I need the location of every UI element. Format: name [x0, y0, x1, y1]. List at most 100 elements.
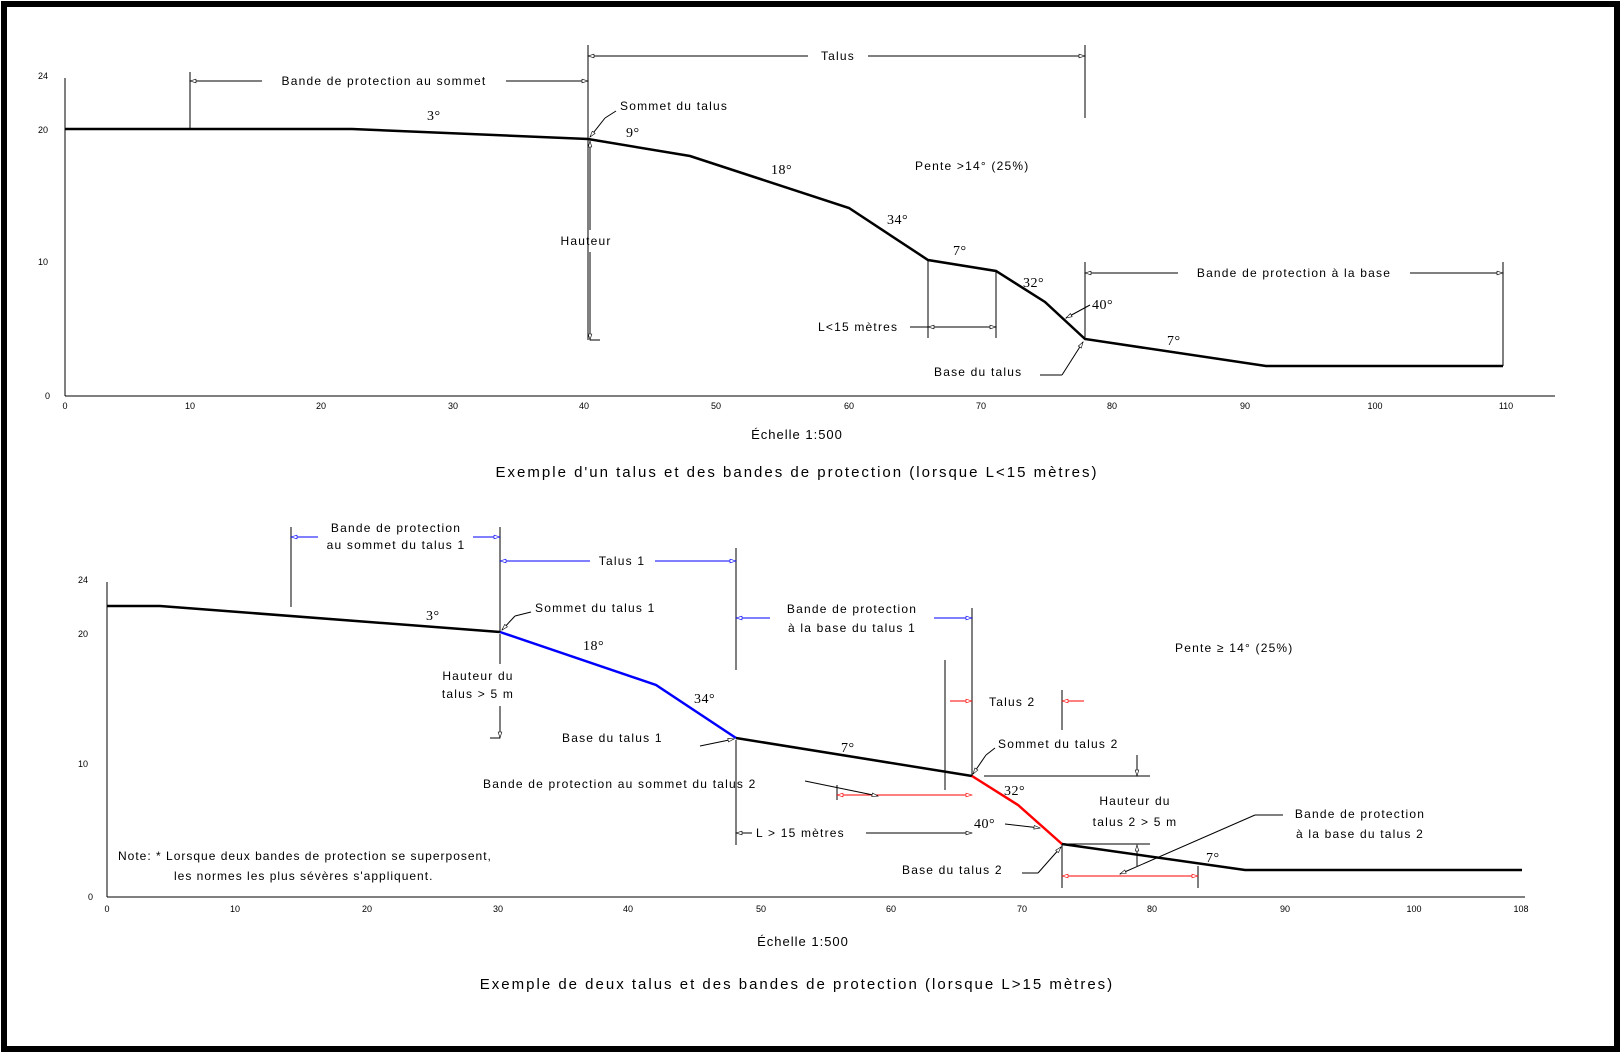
pente-label: Pente ≥ 14° (25%) — [1175, 641, 1294, 655]
sommet2-leader — [985, 747, 996, 756]
y-tick-labels: 0 10 20 24 — [38, 71, 50, 401]
sommet1-label: Sommet du talus 1 — [535, 601, 655, 615]
y-tick: 0 — [45, 391, 50, 401]
x-tick: 60 — [844, 401, 854, 411]
terrain-upper — [107, 604, 501, 634]
angle-label: 40° — [1092, 298, 1113, 313]
pente-label: Pente >14° (25%) — [915, 159, 1029, 173]
angle-40-arrow — [1066, 304, 1091, 318]
y-tick-labels: 0 10 20 24 — [78, 575, 93, 902]
x-tick: 80 — [1147, 904, 1157, 914]
hauteur-label: Hauteur — [560, 234, 611, 248]
x-tick: 100 — [1367, 401, 1382, 411]
x-tick: 70 — [1017, 904, 1027, 914]
talus-label: Talus — [821, 49, 855, 63]
caption: Exemple d'un talus et des bandes de prot… — [496, 464, 1099, 481]
diagram-1: 0 10 20 24 0 10 20 30 40 50 60 70 80 90 … — [38, 45, 1555, 481]
hauteur1-label: talus > 5 m — [442, 687, 514, 701]
x-tick: 100 — [1406, 904, 1421, 914]
angle-label: 7° — [953, 244, 967, 259]
x-tick: 40 — [623, 904, 633, 914]
caption: Exemple de deux talus et des bandes de p… — [480, 976, 1114, 993]
x-tick: 90 — [1280, 904, 1290, 914]
scale-label: Échelle 1:500 — [757, 934, 849, 949]
y-tick: 24 — [38, 71, 48, 81]
talus2-label: Talus 2 — [989, 695, 1035, 709]
angle-label: 32° — [1023, 276, 1044, 291]
x-tick: 20 — [362, 904, 372, 914]
terrain-lower — [1061, 842, 1522, 872]
diagram-2: 0 10 20 24 0 10 20 30 40 50 60 70 80 90 … — [78, 521, 1529, 993]
bande-sommet1-label: au sommet du talus 1 — [327, 538, 466, 552]
l15-label: L<15 mètres — [818, 320, 898, 334]
x-tick: 80 — [1107, 401, 1117, 411]
hauteur1-label: Hauteur du — [442, 669, 513, 683]
x-tick: 110 — [1499, 401, 1513, 411]
x-tick: 30 — [493, 904, 503, 914]
hauteur2-label: talus 2 > 5 m — [1093, 815, 1178, 829]
l15-label: L > 15 mètres — [756, 826, 845, 840]
note-line-2: les normes les plus sévères s'appliquent… — [174, 869, 433, 883]
sommet-leader-arrow — [590, 117, 606, 137]
terrain-middle — [735, 736, 973, 778]
x-tick: 0 — [62, 401, 67, 411]
angle-40-arrow — [1004, 823, 1040, 828]
sommet1-leader-arrow — [502, 615, 516, 630]
angle-label: 40° — [974, 817, 995, 832]
hauteur2-label: Hauteur du — [1099, 794, 1170, 808]
y-tick: 10 — [38, 257, 48, 267]
angle-label: 3° — [426, 609, 440, 624]
base1-label: Base du talus 1 — [562, 731, 663, 745]
angle-label: 7° — [1167, 334, 1181, 349]
x-tick: 10 — [230, 904, 240, 914]
base2-leader-arrow — [1037, 847, 1061, 874]
bande-base2-leader — [1120, 814, 1256, 875]
sommet-leader — [604, 110, 617, 119]
bande-base2-label: à la base du talus 2 — [1296, 827, 1424, 841]
sommet2-label: Sommet du talus 2 — [998, 737, 1118, 751]
angle-label: 3° — [427, 109, 441, 124]
y-tick: 20 — [38, 125, 48, 135]
angle-label: 7° — [841, 741, 855, 756]
bande-base1-label: Bande de protection — [787, 602, 917, 616]
terrain-talus-1 — [499, 630, 737, 740]
x-tick: 60 — [886, 904, 896, 914]
x-tick: 10 — [185, 401, 195, 411]
x-tick: 50 — [711, 401, 721, 411]
bande-base2-label: Bande de protection — [1295, 807, 1425, 821]
angle-label: 18° — [583, 639, 604, 654]
base2-label: Base du talus 2 — [902, 863, 1003, 877]
x-tick: 70 — [976, 401, 986, 411]
angle-label: 34° — [887, 213, 908, 228]
y-tick: 20 — [78, 629, 88, 639]
x-tick: 50 — [756, 904, 766, 914]
bande-sommet2-label: Bande de protection au sommet du talus 2 — [483, 777, 756, 791]
angle-label: 9° — [626, 126, 640, 141]
y-tick: 24 — [78, 575, 88, 585]
bande-sommet-label: Bande de protection au sommet — [282, 74, 487, 88]
x-tick: 108 — [1513, 904, 1528, 914]
x-tick-labels: 0 10 20 30 40 50 60 70 80 90 100 108 — [104, 904, 1528, 914]
x-tick: 20 — [316, 401, 326, 411]
angle-label: 34° — [694, 692, 715, 707]
base-leader-arrow — [1061, 342, 1083, 376]
talus1-label: Talus 1 — [599, 554, 645, 568]
bande-sommet2-leader — [804, 780, 878, 796]
bande-base1-label: à la base du talus 1 — [788, 621, 916, 635]
x-tick: 30 — [448, 401, 458, 411]
angle-label: 7° — [1206, 851, 1220, 866]
base-label: Base du talus — [934, 365, 1022, 379]
x-tick-labels: 0 10 20 30 40 50 60 70 80 90 100 110 — [62, 401, 1513, 411]
x-tick: 40 — [579, 401, 589, 411]
angle-label: 32° — [1004, 784, 1025, 799]
x-tick: 90 — [1240, 401, 1250, 411]
sommet-label: Sommet du talus — [620, 99, 728, 113]
y-tick: 10 — [78, 759, 88, 769]
terrain-talus-2 — [971, 774, 1063, 845]
scale-label: Échelle 1:500 — [751, 427, 843, 442]
sommet1-leader — [514, 611, 532, 617]
angle-label: 18° — [771, 163, 792, 178]
